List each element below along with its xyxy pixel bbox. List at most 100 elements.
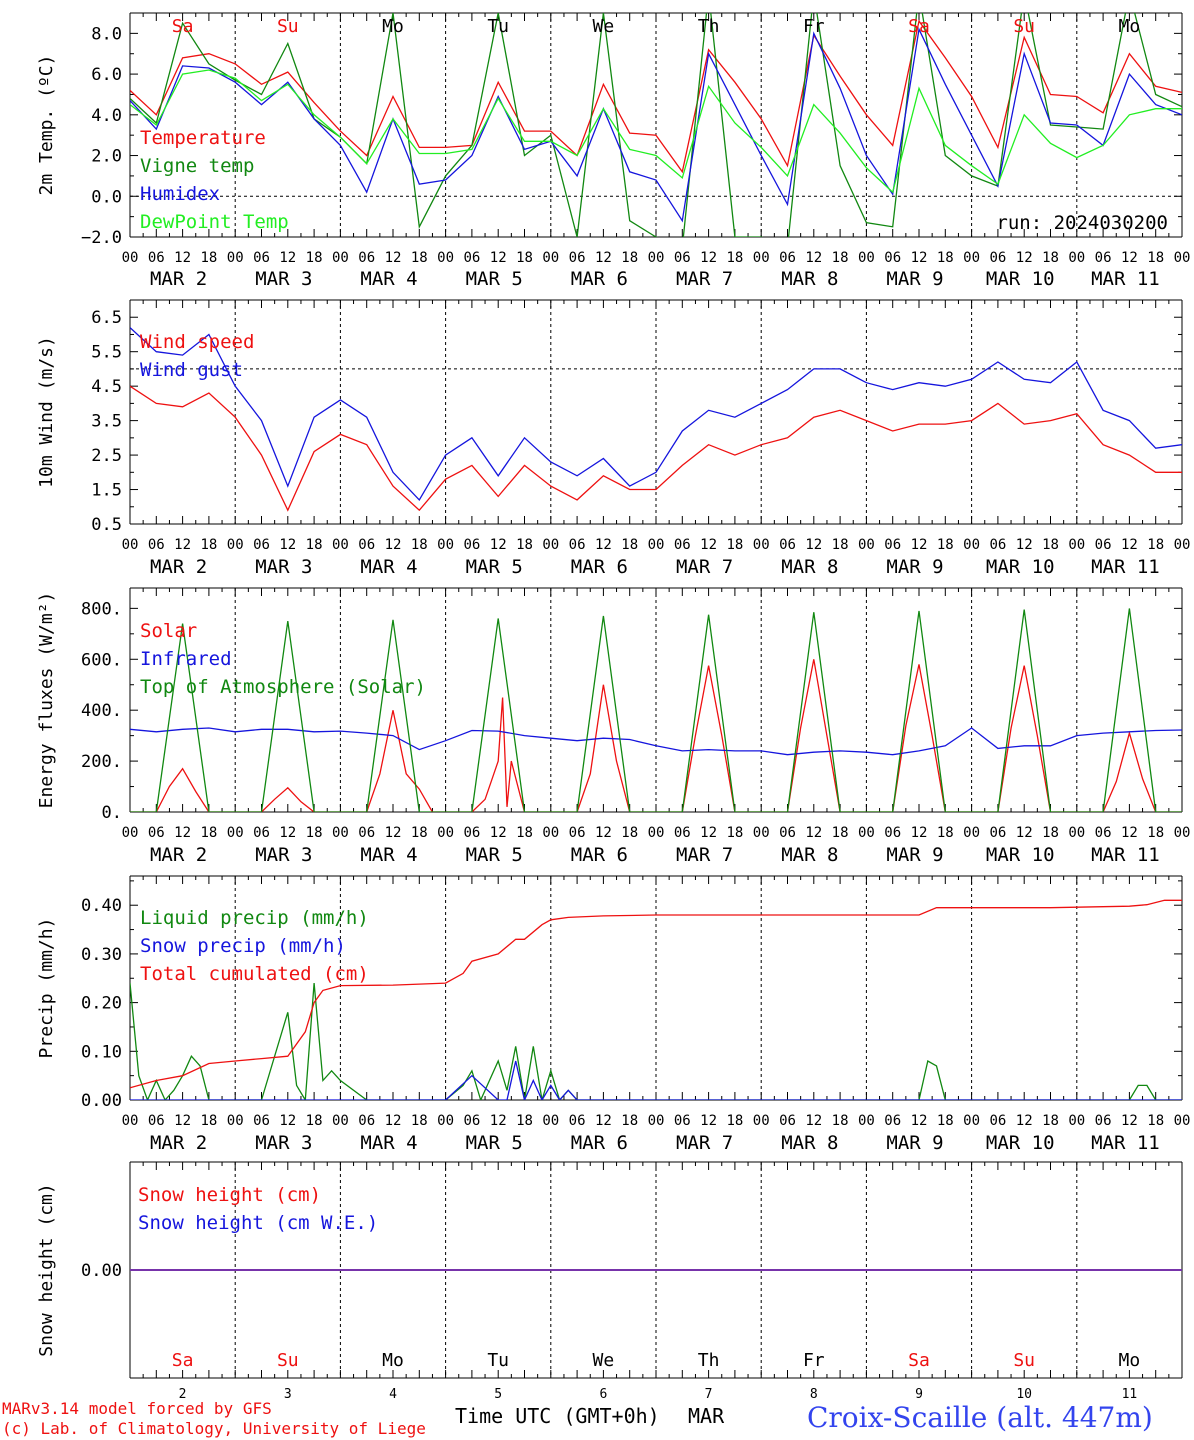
series-group bbox=[130, 13, 1182, 237]
weekday-label: We bbox=[593, 16, 615, 37]
hour-tick-label: 06 bbox=[253, 1113, 270, 1129]
hour-tick-label: 06 bbox=[569, 250, 586, 266]
legend-snow-precip-mm-h-: Snow precip (mm/h) bbox=[140, 935, 346, 957]
month-axis-label: MAR bbox=[688, 1404, 725, 1428]
weekday-label: Th bbox=[698, 1350, 720, 1371]
day-number-label: 5 bbox=[494, 1387, 502, 1402]
hour-tick-label: 18 bbox=[621, 1113, 638, 1129]
weekday-label: Th bbox=[698, 16, 720, 37]
hour-tick-label: 00 bbox=[542, 1113, 559, 1129]
hour-tick-label: 06 bbox=[1095, 1113, 1112, 1129]
weekday-label: Mo bbox=[1119, 1350, 1141, 1371]
hour-tick-label: 00 bbox=[122, 1113, 139, 1129]
hour-tick-label: 12 bbox=[595, 537, 612, 553]
hour-tick-label: 18 bbox=[937, 537, 954, 553]
hour-tick-label: 18 bbox=[832, 1113, 849, 1129]
legend-humidex: Humidex bbox=[140, 183, 220, 205]
hour-tick-label: 06 bbox=[674, 1113, 691, 1129]
hour-tick-label: 18 bbox=[306, 1113, 323, 1129]
date-label: MAR 10 bbox=[986, 844, 1055, 866]
hour-tick-label: 18 bbox=[306, 537, 323, 553]
hour-tick-label: 06 bbox=[779, 825, 796, 841]
date-label: MAR 6 bbox=[571, 1132, 628, 1154]
hour-tick-label: 12 bbox=[174, 537, 191, 553]
hour-tick-label: 00 bbox=[753, 825, 770, 841]
hour-tick-label: 06 bbox=[989, 537, 1006, 553]
series-line-liquid-precip-mm-h- bbox=[130, 983, 1182, 1100]
series-line-top-of-atmosphere-solar- bbox=[130, 608, 1182, 812]
legend-infrared: Infrared bbox=[140, 648, 232, 670]
hour-tick-label: 12 bbox=[1121, 250, 1138, 266]
legend-temperature: Temperature bbox=[140, 127, 266, 149]
hour-tick-label: 06 bbox=[253, 825, 270, 841]
hour-tick-label: 00 bbox=[858, 537, 875, 553]
hour-tick-label: 00 bbox=[648, 825, 665, 841]
hour-tick-label: 00 bbox=[1068, 825, 1085, 841]
hour-tick-label: 12 bbox=[805, 250, 822, 266]
weekday-label: Sa bbox=[172, 16, 194, 37]
date-label: MAR 4 bbox=[360, 268, 417, 290]
hour-tick-label: 18 bbox=[621, 825, 638, 841]
footer: MARv3.14 model forced by GFS (c) Lab. of… bbox=[2, 1399, 1153, 1438]
date-label: MAR 9 bbox=[886, 556, 943, 578]
date-label: MAR 11 bbox=[1091, 1132, 1160, 1154]
hour-tick-label: 12 bbox=[700, 537, 717, 553]
hour-tick-label: 00 bbox=[1068, 1113, 1085, 1129]
weekday-label: Tu bbox=[487, 1350, 509, 1371]
legend-liquid-precip-mm-h-: Liquid precip (mm/h) bbox=[140, 907, 369, 929]
hour-tick-label: 12 bbox=[279, 537, 296, 553]
hour-tick-label: 00 bbox=[858, 1113, 875, 1129]
hour-tick-label: 00 bbox=[858, 250, 875, 266]
date-label: MAR 6 bbox=[571, 844, 628, 866]
date-label: MAR 6 bbox=[571, 556, 628, 578]
hour-tick-label: 12 bbox=[1121, 1113, 1138, 1129]
weekday-label: Sa bbox=[172, 1350, 194, 1371]
legend-top-of-atmosphere-solar-: Top of Atmosphere (Solar) bbox=[140, 676, 426, 698]
hour-tick-label: 12 bbox=[595, 825, 612, 841]
y-tick-label: 0. bbox=[102, 803, 122, 823]
hour-tick-label: 18 bbox=[1042, 250, 1059, 266]
hour-tick-label: 00 bbox=[437, 1113, 454, 1129]
hour-tick-label: 18 bbox=[516, 825, 533, 841]
panel-temperature: −2.0 0.0 2.0 4.0 6.0 8.0 2m Temp. (ºC) Temperat… bbox=[36, 12, 1190, 290]
date-label: MAR 2 bbox=[150, 1132, 207, 1154]
date-label: MAR 11 bbox=[1091, 556, 1160, 578]
legend-snow-height-cm-: Snow height (cm) bbox=[138, 1184, 321, 1206]
hour-tick-label: 12 bbox=[1016, 1113, 1033, 1129]
weekday-label: Sa bbox=[908, 16, 930, 37]
legend-total-cumulated-cm-: Total cumulated (cm) bbox=[140, 963, 369, 985]
y-tick-label: 600. bbox=[81, 650, 122, 670]
y-tick-label: 0.10 bbox=[81, 1042, 122, 1062]
date-label: MAR 2 bbox=[150, 844, 207, 866]
run-annotation: run: 2024030200 bbox=[996, 212, 1168, 234]
hour-tick-label: 18 bbox=[306, 250, 323, 266]
date-label: MAR 7 bbox=[676, 556, 733, 578]
series-line-snow-precip-mm-h- bbox=[130, 1060, 1182, 1100]
hour-tick-label: 12 bbox=[385, 250, 402, 266]
date-label: MAR 3 bbox=[255, 844, 312, 866]
weekday-label: Mo bbox=[382, 1350, 404, 1371]
date-label: MAR 3 bbox=[255, 1132, 312, 1154]
hour-tick-label: 12 bbox=[700, 1113, 717, 1129]
hour-tick-label: 00 bbox=[753, 537, 770, 553]
hour-tick-label: 12 bbox=[279, 250, 296, 266]
hour-tick-label: 06 bbox=[148, 1113, 165, 1129]
hour-tick-label: 00 bbox=[963, 1113, 980, 1129]
hour-tick-label: 06 bbox=[358, 825, 375, 841]
date-label: MAR 8 bbox=[781, 556, 838, 578]
hour-tick-label: 06 bbox=[358, 250, 375, 266]
hour-tick-label: 12 bbox=[1121, 825, 1138, 841]
series-group bbox=[130, 899, 1182, 1100]
hour-tick-label: 00 bbox=[648, 537, 665, 553]
hour-tick-label: 06 bbox=[989, 1113, 1006, 1129]
hour-tick-label: 18 bbox=[621, 250, 638, 266]
hour-tick-label: 00 bbox=[332, 825, 349, 841]
hour-tick-label: 18 bbox=[726, 1113, 743, 1129]
credit-line-2: (c) Lab. of Climatology, University of L… bbox=[2, 1419, 426, 1438]
y-axis-label: 10m Wind (m/s) bbox=[36, 336, 57, 488]
series-line-dewpoint-temp bbox=[130, 69, 1182, 194]
hour-tick-label: 00 bbox=[437, 537, 454, 553]
day-number-label: 2 bbox=[179, 1387, 187, 1402]
hour-tick-label: 00 bbox=[437, 250, 454, 266]
date-label: MAR 2 bbox=[150, 556, 207, 578]
